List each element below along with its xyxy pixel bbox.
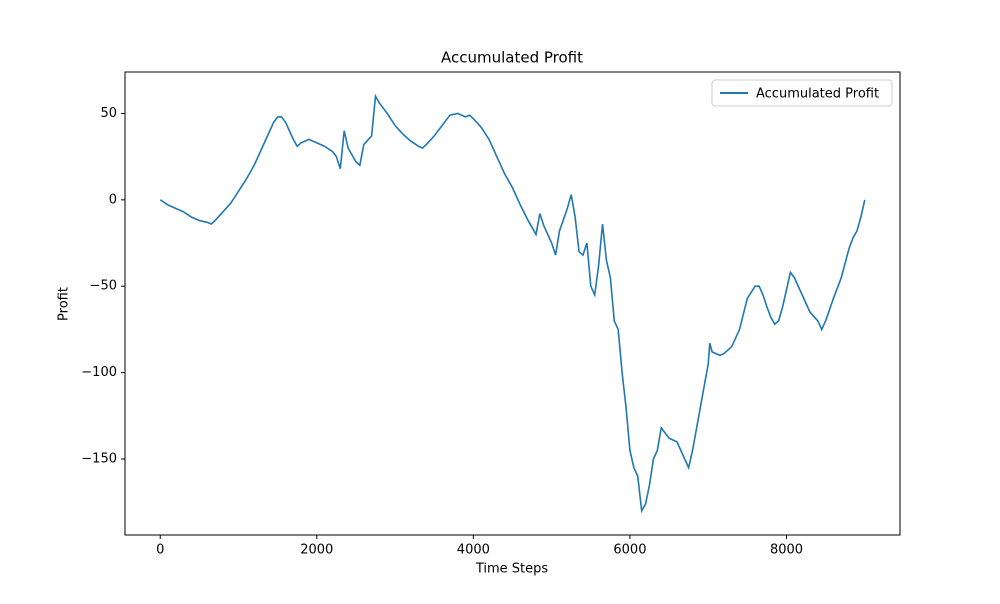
y-axis-label: Profit — [57, 287, 72, 321]
x-tick-label: 4000 — [457, 543, 490, 558]
y-tick-label: −50 — [90, 279, 117, 294]
y-tick-label: −150 — [81, 451, 117, 466]
x-tick-label: 0 — [156, 543, 164, 558]
y-tick-label: −100 — [81, 365, 117, 380]
y-tick-label: 50 — [100, 106, 117, 121]
plot-frame — [124, 71, 901, 536]
y-tick-label: 0 — [109, 192, 117, 207]
legend-box — [711, 79, 893, 107]
x-tick-label: 6000 — [613, 543, 646, 558]
x-tick-label: 2000 — [300, 543, 333, 558]
chart-title: Accumulated Profit — [441, 49, 583, 67]
line — [159, 93, 866, 514]
legend-label: Accumulated Profit — [756, 87, 879, 102]
x-axis-label: Time Steps — [475, 562, 549, 577]
x-tick-label: 8000 — [770, 543, 803, 558]
